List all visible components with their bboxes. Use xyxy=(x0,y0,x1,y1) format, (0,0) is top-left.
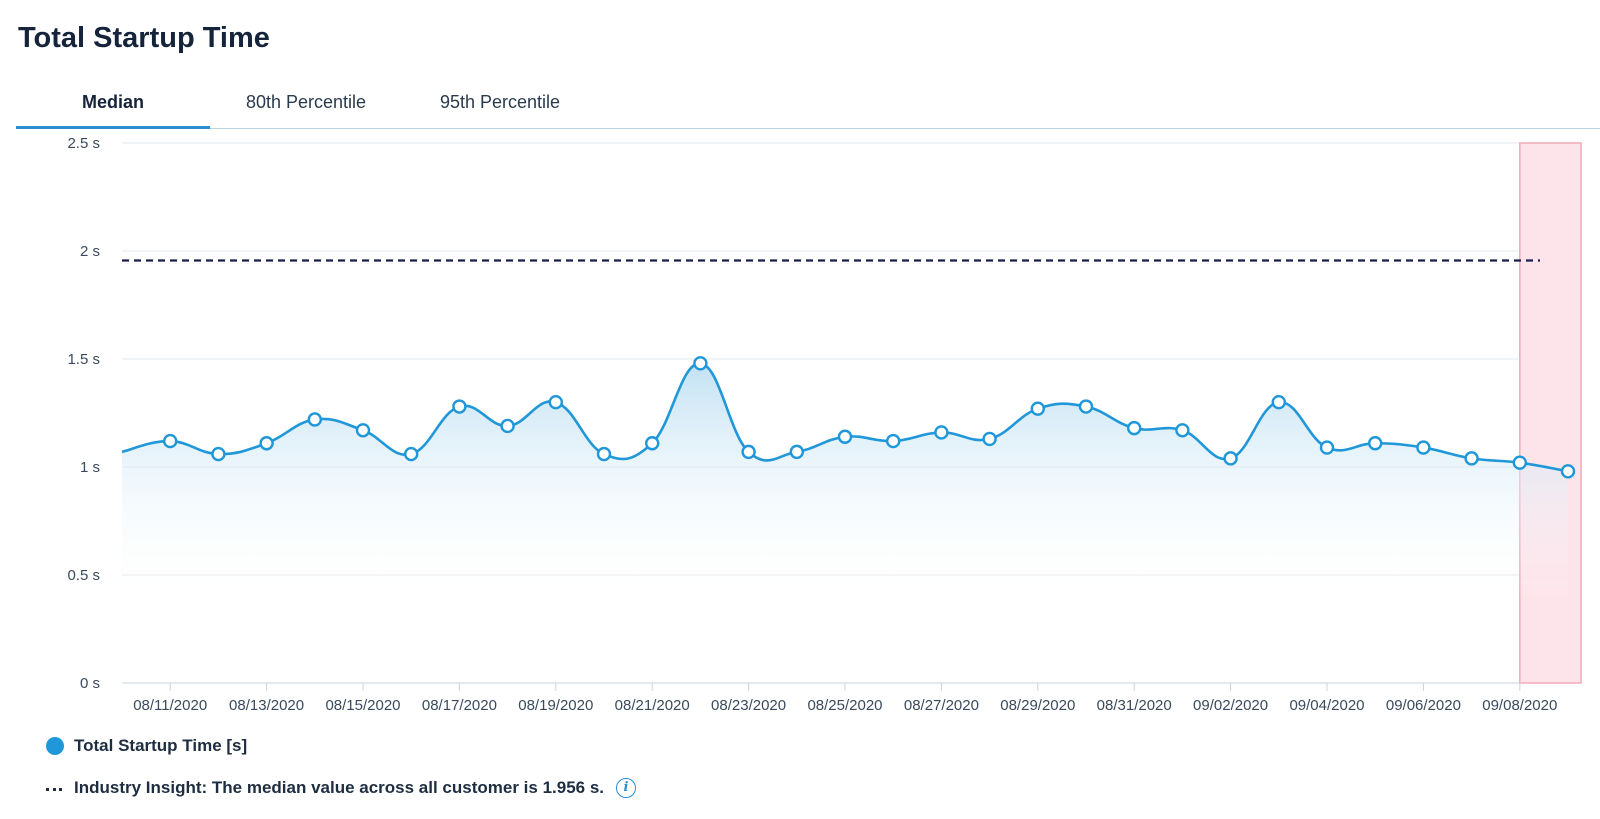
data-point xyxy=(1175,423,1190,438)
tab-bar: Median 80th Percentile 95th Percentile xyxy=(16,84,1600,129)
x-tick-label: 08/13/2020 xyxy=(229,697,304,714)
data-point xyxy=(1030,401,1046,416)
series-area xyxy=(122,363,1568,603)
data-point xyxy=(1126,420,1142,436)
legend-series[interactable]: Total Startup Time [s] xyxy=(46,736,247,756)
y-tick-label: 0 s xyxy=(80,675,100,692)
legend-series-label: Total Startup Time [s] xyxy=(74,736,248,755)
legend-insight-label: Industry Insight: The median value acros… xyxy=(74,778,605,797)
info-icon[interactable]: i xyxy=(616,778,637,798)
x-tick-label: 08/17/2020 xyxy=(422,697,497,714)
data-point xyxy=(789,444,804,460)
data-point xyxy=(1319,440,1335,455)
tab-80th-percentile[interactable]: 80th Percentile xyxy=(236,84,376,127)
data-point xyxy=(1367,436,1383,451)
data-point xyxy=(1223,451,1238,466)
data-point xyxy=(355,423,371,438)
data-point xyxy=(596,446,612,462)
data-point xyxy=(404,446,419,462)
y-tick-label: 2.5 s xyxy=(67,135,100,152)
data-point xyxy=(162,433,178,449)
data-point xyxy=(259,436,274,451)
data-point xyxy=(500,418,515,434)
x-tick-label: 08/23/2020 xyxy=(711,697,786,714)
data-point xyxy=(211,446,226,462)
data-point xyxy=(1512,455,1528,470)
data-point xyxy=(452,399,467,414)
data-point xyxy=(934,425,949,440)
x-tick-label: 08/21/2020 xyxy=(615,697,690,714)
data-point xyxy=(1416,440,1431,455)
x-tick-label: 08/31/2020 xyxy=(1097,697,1172,714)
y-tick-label: 1.5 s xyxy=(67,351,100,368)
x-tick-label: 08/27/2020 xyxy=(904,697,979,714)
data-point xyxy=(837,429,853,444)
y-tick-label: 2 s xyxy=(80,243,100,260)
series-line xyxy=(121,362,1569,473)
legend-series-swatch xyxy=(46,737,64,755)
data-point xyxy=(982,431,997,447)
x-tick-label: 09/08/2020 xyxy=(1482,697,1557,714)
data-point xyxy=(548,395,563,410)
startup-time-chart: 0 s 0.5 s 1 s 1.5 s 2 s 2.5 s 08/11/2020 08/13/… xyxy=(67,135,1582,714)
x-tick-label: 09/06/2020 xyxy=(1386,697,1461,714)
x-tick-label: 09/02/2020 xyxy=(1193,697,1268,714)
tab-95th-percentile[interactable]: 95th Percentile xyxy=(430,84,570,127)
x-tick-label: 08/19/2020 xyxy=(518,697,593,714)
data-point xyxy=(741,444,756,460)
tab-median[interactable]: Median xyxy=(16,84,210,129)
x-tick-label: 08/11/2020 xyxy=(133,697,207,714)
page-title: Total Startup Time xyxy=(18,22,270,54)
tab-95th-percentile-label: 95th Percentile xyxy=(439,92,561,112)
x-tick-label: 08/29/2020 xyxy=(1000,697,1075,714)
y-tick-label: 0.5 s xyxy=(67,567,100,584)
x-tick-label: 08/15/2020 xyxy=(325,697,400,714)
data-point xyxy=(1560,464,1576,479)
data-point xyxy=(645,436,660,451)
data-point xyxy=(1078,399,1094,414)
data-point xyxy=(307,412,322,427)
data-point xyxy=(1271,395,1287,410)
data-point xyxy=(886,433,901,449)
x-tick-label: 09/04/2020 xyxy=(1289,697,1364,714)
tab-active-underline xyxy=(16,126,210,129)
tab-80th-percentile-label: 80th Percentile xyxy=(245,92,367,112)
data-point xyxy=(1464,451,1479,466)
y-tick-label: 1 s xyxy=(80,459,100,476)
legend-reference-dash xyxy=(46,787,62,791)
legend-industry-insight: Industry Insight: The median value acros… xyxy=(46,778,637,798)
tab-median-label: Median xyxy=(81,92,144,112)
x-tick-label: 08/25/2020 xyxy=(807,697,882,714)
data-point xyxy=(693,356,708,371)
